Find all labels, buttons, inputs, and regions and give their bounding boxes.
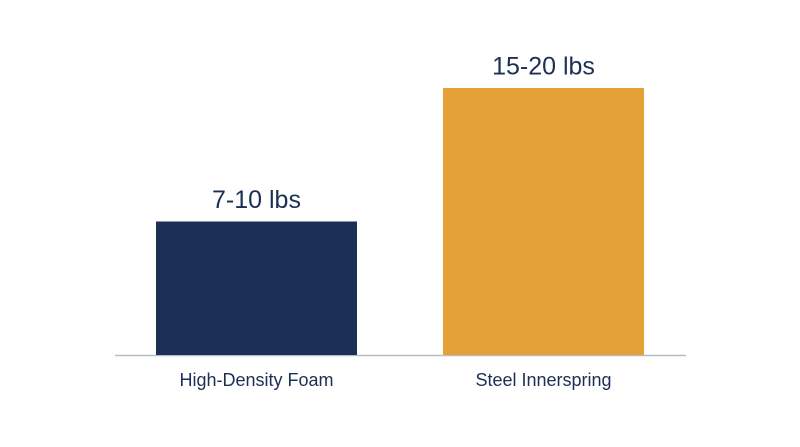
bar [443, 88, 644, 355]
bar [156, 221, 357, 355]
value-label: 7-10 lbs [212, 186, 301, 214]
x-tick-label: Steel Innerspring [475, 370, 611, 390]
value-label: 15-20 lbs [492, 53, 595, 81]
x-tick-label: High-Density Foam [179, 370, 333, 390]
